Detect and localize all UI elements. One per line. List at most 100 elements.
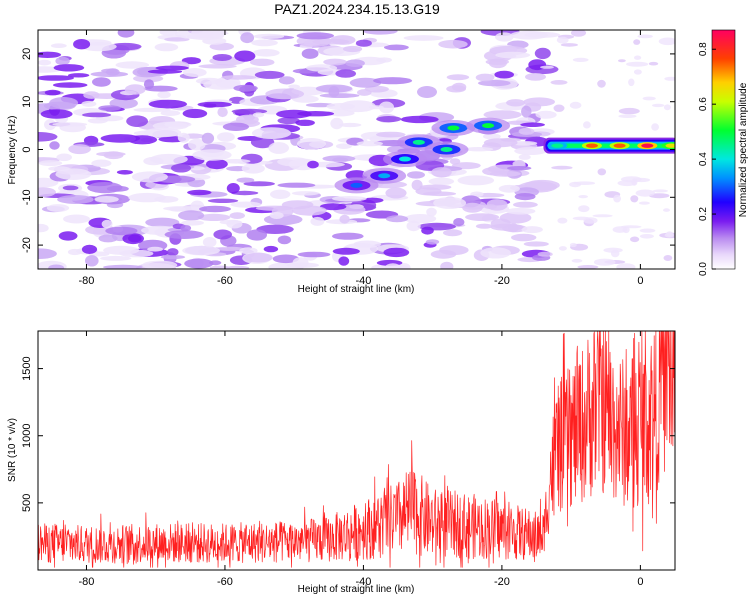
noise-blob: [115, 61, 150, 69]
noise-blob: [206, 159, 228, 170]
noise-blob: [83, 91, 100, 99]
noise-blob: [431, 167, 452, 178]
noise-blob: [225, 265, 250, 269]
noise-blob: [618, 114, 637, 118]
noise-blob: [181, 220, 205, 226]
noise-blob: [639, 228, 656, 233]
spectrogram-x-tick-label: 0: [637, 275, 643, 287]
noise-blob: [307, 160, 319, 169]
ridge-core: [398, 156, 411, 162]
noise-blob: [246, 229, 267, 241]
noise-blob: [226, 219, 243, 229]
noise-blob: [214, 246, 245, 251]
noise-blob: [613, 194, 621, 203]
noise-blob: [571, 258, 583, 263]
noise-blob: [250, 136, 275, 149]
noise-blob: [642, 96, 656, 101]
noise-blob: [639, 234, 654, 239]
noise-blob: [345, 59, 365, 67]
noise-blob: [241, 163, 265, 174]
noise-blob: [425, 239, 440, 245]
noise-blob: [253, 33, 285, 40]
noise-blob: [57, 195, 94, 204]
noise-blob: [400, 115, 439, 124]
snr-x-tick-label: -80: [79, 576, 95, 588]
noise-blob: [406, 220, 421, 232]
noise-blob: [556, 36, 569, 44]
spectrogram-x-tick-label: -40: [355, 275, 371, 287]
noise-blob: [182, 245, 221, 256]
figure-title: PAZ1.2024.234.15.13.G19: [274, 1, 440, 17]
noise-blob: [38, 248, 57, 259]
noise-blob: [217, 132, 235, 142]
spectrogram-y-tick-label: -20: [21, 237, 33, 253]
noise-blob: [188, 138, 206, 151]
noise-blob: [597, 168, 607, 176]
noise-blob: [558, 246, 567, 251]
noise-blob: [658, 37, 675, 46]
noise-blob: [628, 78, 635, 87]
noise-blob: [105, 68, 120, 76]
noise-blob: [462, 202, 483, 213]
noise-blob: [610, 249, 620, 258]
noise-blob: [38, 187, 56, 197]
noise-blob: [419, 184, 452, 190]
ridge-core: [412, 139, 425, 145]
snr-y-tick-label: 1500: [21, 356, 33, 380]
noise-blob: [277, 117, 300, 125]
noise-blob: [202, 237, 217, 248]
noise-blob: [513, 201, 538, 208]
noise-blob: [495, 32, 514, 42]
noise-blob: [221, 159, 251, 164]
noise-blob: [147, 69, 183, 74]
noise-blob: [572, 57, 589, 63]
noise-blob: [58, 231, 78, 241]
noise-blob: [551, 165, 573, 170]
noise-blob: [96, 151, 126, 157]
noise-blob: [524, 31, 561, 38]
noise-blob: [132, 67, 162, 78]
noise-blob: [376, 116, 402, 123]
noise-blob: [578, 205, 590, 213]
noise-blob: [67, 248, 82, 256]
noise-blob: [507, 166, 532, 171]
noise-blob: [164, 230, 204, 240]
tone-peak: [551, 143, 564, 148]
noise-blob: [117, 30, 135, 38]
tone-peak: [665, 143, 675, 148]
spectrogram-y-ticks: -20 -10 0 10 20: [21, 48, 675, 253]
noise-blob: [143, 85, 178, 92]
noise-blob: [100, 255, 132, 261]
noise-blob: [520, 122, 545, 127]
spectrogram-y-tick-label: 0: [21, 146, 33, 152]
noise-blob: [651, 123, 659, 131]
noise-blob: [457, 175, 495, 186]
noise-blob: [593, 258, 616, 266]
noise-blob: [495, 51, 531, 59]
noise-blob: [55, 168, 92, 180]
noise-blob: [356, 140, 383, 147]
noise-blob: [514, 193, 536, 201]
noise-blob: [664, 232, 674, 238]
noise-blob: [616, 263, 636, 269]
noise-blob: [592, 214, 613, 218]
noise-blob: [339, 122, 362, 128]
noise-blob: [159, 30, 178, 36]
noise-blob: [417, 86, 437, 98]
noise-blob: [63, 214, 90, 224]
noise-blob: [421, 226, 434, 235]
noise-blob: [233, 84, 258, 92]
noise-blob: [363, 30, 398, 35]
noise-blob: [184, 258, 214, 269]
noise-blob: [243, 181, 275, 187]
snr-frame: [37, 330, 676, 571]
noise-blob: [292, 257, 309, 269]
noise-blob: [633, 177, 651, 183]
noise-blob: [577, 265, 599, 269]
noise-blob: [239, 247, 258, 255]
spectrogram-x-tick-label: -60: [217, 275, 233, 287]
noise-blob: [572, 216, 591, 221]
noise-blob: [523, 97, 555, 107]
snr-y-tick-label: 1000: [21, 423, 33, 447]
noise-blob: [428, 177, 455, 186]
